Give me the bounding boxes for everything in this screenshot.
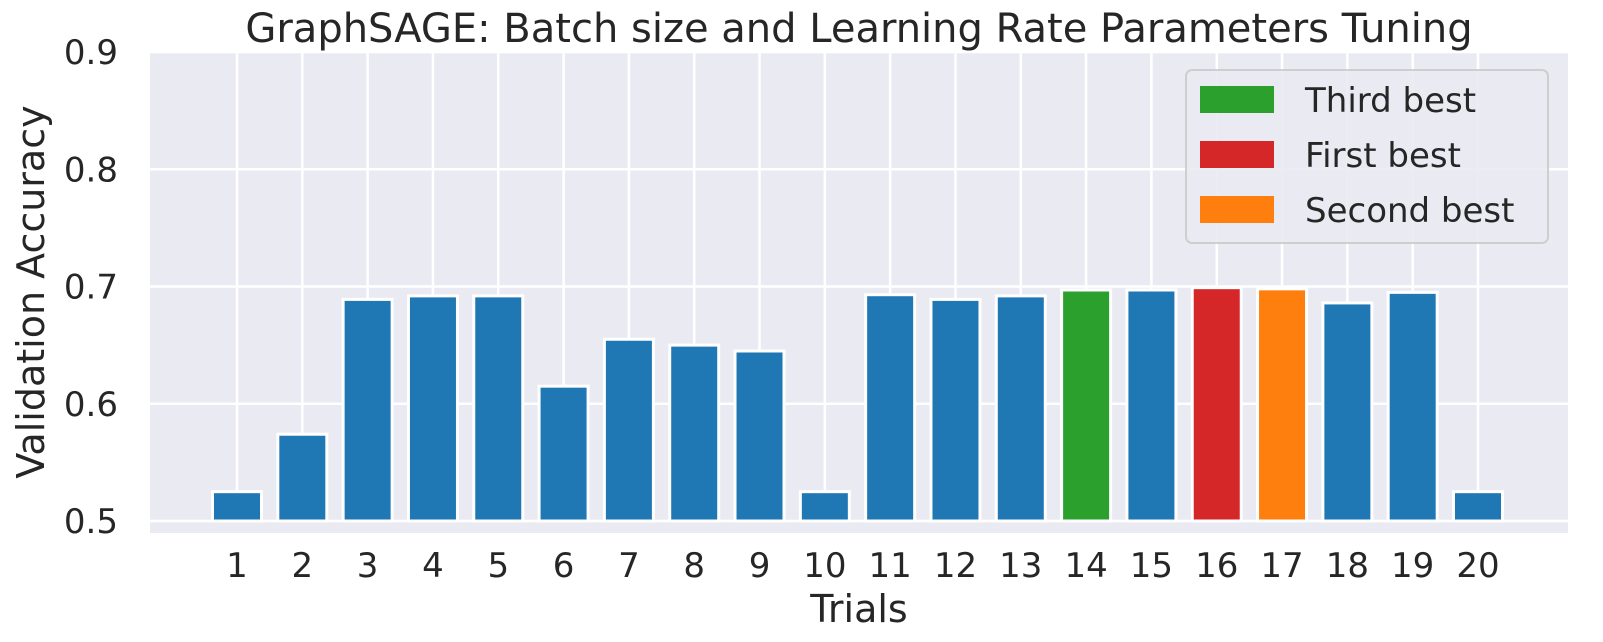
- bar-trial-10: [798, 490, 851, 523]
- x-tick-label: 13: [999, 546, 1042, 586]
- x-tick-label: 18: [1326, 546, 1369, 586]
- x-tick-label: 9: [749, 546, 771, 586]
- legend-label: Third best: [1304, 81, 1476, 121]
- x-tick-label: 11: [869, 546, 912, 586]
- x-tick-label: 1: [226, 546, 248, 586]
- x-tick-label: 2: [291, 546, 313, 586]
- bar-trial-14: [1060, 288, 1113, 523]
- x-tick-label: 4: [422, 546, 444, 586]
- x-tick-label: 15: [1130, 546, 1173, 586]
- y-tick-label: 0.8: [64, 150, 118, 190]
- bar-trial-1: [211, 490, 263, 523]
- y-tick-label: 0.9: [64, 33, 118, 73]
- x-tick-labels: 1 2 3 4 5 6 7 8 9 10 11 12 13 14 15 16 17 18 19 20: [226, 546, 1499, 586]
- x-tick-label: 12: [934, 546, 977, 586]
- bar-trial-15: [1125, 288, 1178, 523]
- legend-entries: Third best First best Second best: [1200, 81, 1514, 231]
- bar-trial-18: [1321, 301, 1374, 523]
- x-tick-label: 14: [1064, 546, 1107, 586]
- bar-trial-9: [733, 349, 786, 523]
- legend-label: First best: [1305, 136, 1461, 176]
- bar-trial-16: [1190, 286, 1243, 523]
- legend: Third best First best Second best: [1185, 69, 1549, 244]
- x-tick-label: 17: [1260, 546, 1303, 586]
- chart-title: GraphSAGE: Batch size and Learning Rate …: [245, 6, 1472, 52]
- x-tick-label: 20: [1456, 546, 1499, 586]
- y-tick-labels: 0.5 0.6 0.7 0.8 0.9: [64, 33, 118, 542]
- bar-trial-7: [602, 337, 655, 523]
- bars: [211, 286, 1504, 523]
- x-tick-label: 6: [553, 546, 575, 586]
- bar-trial-11: [864, 293, 917, 523]
- bar-trial-13: [994, 294, 1047, 523]
- legend-swatch: [1200, 86, 1274, 113]
- x-tick-label: 16: [1195, 546, 1238, 586]
- x-axis-label: Trials: [809, 587, 907, 631]
- bar-trial-20: [1452, 490, 1504, 523]
- x-tick-label: 5: [487, 546, 509, 586]
- bar-trial-17: [1256, 287, 1309, 523]
- bar-trial-4: [406, 294, 459, 523]
- y-axis-label: Validation Accuracy: [9, 105, 53, 478]
- legend-swatch: [1200, 141, 1274, 168]
- y-tick-label: 0.6: [64, 385, 118, 425]
- x-tick-label: 19: [1391, 546, 1434, 586]
- x-tick-label: 3: [357, 546, 379, 586]
- x-tick-label: 7: [618, 546, 640, 586]
- bar-trial-6: [537, 384, 590, 523]
- bar-trial-5: [472, 294, 525, 523]
- bar-trial-19: [1386, 290, 1439, 523]
- bar-trial-12: [929, 297, 982, 523]
- bar-trial-3: [341, 297, 394, 523]
- legend-swatch: [1200, 196, 1274, 223]
- x-tick-label: 8: [683, 546, 705, 586]
- y-tick-label: 0.7: [64, 268, 118, 308]
- legend-label: Second best: [1305, 191, 1514, 231]
- bar-trial-2: [276, 432, 329, 523]
- bar-trial-8: [668, 343, 721, 523]
- legend-box: [1185, 69, 1549, 244]
- x-tick-label: 10: [803, 546, 846, 586]
- y-tick-label: 0.5: [64, 502, 118, 542]
